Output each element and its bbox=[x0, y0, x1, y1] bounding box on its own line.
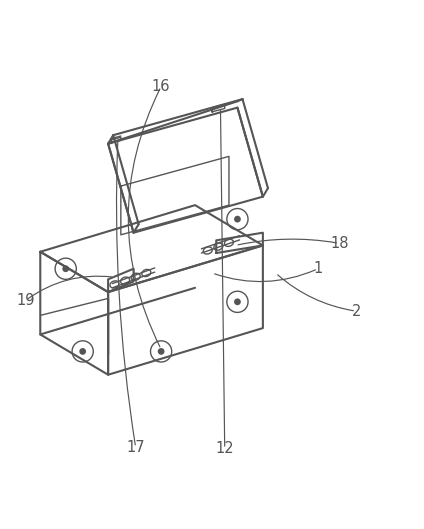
Circle shape bbox=[234, 298, 241, 305]
Text: 16: 16 bbox=[152, 79, 170, 94]
Text: 12: 12 bbox=[215, 441, 234, 457]
Text: 1: 1 bbox=[313, 261, 323, 276]
Text: 19: 19 bbox=[16, 293, 35, 308]
Circle shape bbox=[158, 348, 165, 355]
Text: 17: 17 bbox=[126, 440, 145, 455]
Text: 2: 2 bbox=[351, 304, 361, 318]
Text: 18: 18 bbox=[330, 236, 349, 251]
Circle shape bbox=[234, 216, 241, 223]
Circle shape bbox=[62, 266, 69, 272]
Circle shape bbox=[79, 348, 86, 355]
